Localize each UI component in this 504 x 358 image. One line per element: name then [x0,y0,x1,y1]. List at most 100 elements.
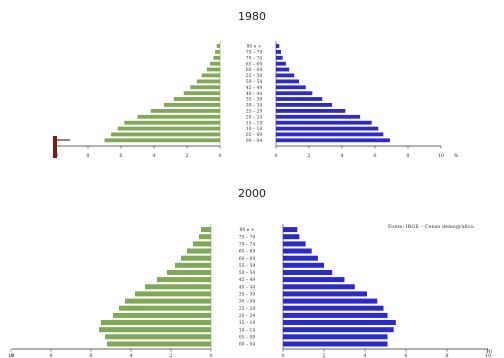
bar-right [276,67,290,72]
bar-left [99,327,211,333]
age-group-label: 35 – 39 [246,97,263,103]
age-group-label: 75 – 79 [246,49,263,55]
bar-left [201,227,211,233]
age-group-label: 65 – 69 [246,61,263,67]
age-group-label: 40 – 44 [239,284,256,290]
bar-left [187,248,211,254]
bar-left [175,262,211,268]
bar-left [125,298,211,304]
bar-right [283,255,318,261]
bar-right [283,298,378,304]
age-group-label: 25 – 29 [239,306,256,312]
bar-right [276,73,295,78]
age-group-label: 80 e + [246,44,261,50]
bar-left [119,305,211,311]
bar-right [276,126,379,131]
tick-label: 6 [89,353,92,358]
axis-edge-label-right: 10 [486,349,492,355]
bar-right [276,61,286,66]
bar-right [283,262,324,268]
age-group-label: 45 – 49 [246,85,263,91]
age-group-label: 15 – 19 [246,120,263,126]
age-group-label: 20 – 24 [239,313,256,319]
bar-left [101,320,211,325]
bar-left [216,44,220,48]
age-group-label: 25 – 29 [246,108,263,114]
bar-right [283,312,388,318]
bar-right [276,91,313,96]
bar-left [199,234,211,240]
bar-right [276,50,281,54]
bar-right [283,248,312,254]
bar-left [163,103,220,107]
bar-right [283,334,388,340]
axis-end-marker [53,136,57,158]
age-group-label: 75 – 79 [239,234,256,240]
tick-label: 4 [340,153,343,159]
bar-right [276,120,372,125]
bar-right [283,234,300,240]
tick-label: 2 [322,353,325,358]
bar-right [276,109,346,113]
tick-label: 2 [185,153,188,159]
age-group-label: 10 – 14 [246,126,263,132]
tick-label: 0 [274,153,277,159]
tick-label: 0 [281,353,284,358]
tick-label: 4 [152,153,155,159]
bar-left [107,341,211,347]
age-group-label: 60 – 64 [239,256,256,262]
axis-edge-label-left: A [9,353,14,358]
age-group-label: 70 – 74 [246,55,263,61]
bar-right [276,79,300,84]
tick-label: 8 [49,353,52,358]
age-group-label: 45 – 49 [239,277,256,283]
bar-left [105,334,211,340]
bar-left [124,120,220,125]
bar-left [210,61,220,66]
age-group-label: 50 – 54 [246,79,263,85]
age-group-label: 50 – 54 [239,270,256,276]
bar-right [276,97,323,101]
age-group-label: 55 – 59 [246,73,263,79]
bar-right [276,44,280,48]
age-group-label: 10 – 14 [239,327,256,333]
chart-title: 2000 [238,187,266,200]
bar-left [173,97,220,101]
tick-label: 4 [363,353,366,358]
bar-left [215,50,221,54]
age-group-label: 65 – 69 [239,249,256,255]
age-group-label: 60 – 64 [246,67,263,73]
age-group-label: 70 – 74 [239,241,256,247]
bar-left [150,109,220,113]
bar-left [183,91,220,96]
tick-label: 8 [86,153,89,159]
bar-left [137,114,220,119]
bar-left [157,277,211,283]
tick-label: 6 [373,153,376,159]
tick-label: 0 [218,153,221,159]
bar-left [113,312,211,318]
bar-left [201,73,220,78]
bar-right [283,277,345,283]
tick-label: 10 [438,153,444,159]
bar-right [283,241,306,247]
bar-left [190,85,220,90]
bar-right [283,227,298,233]
age-group-label: 00 – 04 [246,138,263,144]
bar-right [283,291,367,297]
bar-left [111,132,220,137]
tick-label: 6 [119,153,122,159]
tick-label: 6 [404,353,407,358]
bar-left [193,241,211,247]
tick-label: 10 [8,353,14,358]
age-group-label: 80 e + [239,227,254,233]
age-group-label: 05 – 09 [239,334,256,340]
bar-right [276,85,306,90]
bar-right [276,132,384,137]
chart-title: 1980 [238,10,266,23]
tick-label: 2 [169,353,172,358]
tick-label: 8 [445,353,448,358]
bar-right [283,270,333,275]
bar-left [206,67,220,72]
bar-right [276,103,333,107]
